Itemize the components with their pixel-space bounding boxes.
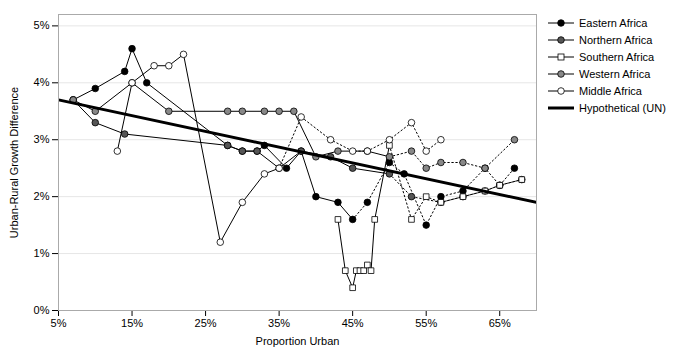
html-text:Eastern Africa: Eastern Africa <box>579 16 648 29</box>
svg-text:Urban-Rural Growth Difference: Urban-Rural Growth Difference <box>8 87 20 238</box>
svg-text:0%: 0% <box>34 304 50 316</box>
svg-text:2%: 2% <box>34 190 50 202</box>
svg-text:15%: 15% <box>121 317 143 329</box>
svg-text:4%: 4% <box>34 76 50 88</box>
svg-text:3%: 3% <box>34 133 50 145</box>
svg-text:1%: 1% <box>34 247 50 259</box>
html-text:Hypothetical (UN): Hypothetical (UN) <box>579 101 666 114</box>
html-text:Northern Africa: Northern Africa <box>579 33 653 46</box>
html-text:Southern Africa: Southern Africa <box>579 50 655 63</box>
svg-text:65%: 65% <box>489 317 511 329</box>
svg-text:Proportion Urban: Proportion Urban <box>256 335 340 347</box>
svg-text:5%: 5% <box>51 317 67 329</box>
svg-text:55%: 55% <box>415 317 437 329</box>
html-text:Western Africa: Western Africa <box>579 67 651 80</box>
svg-text:45%: 45% <box>342 317 364 329</box>
svg-text:35%: 35% <box>268 317 290 329</box>
svg-text:25%: 25% <box>195 317 217 329</box>
html-text:Middle Africa: Middle Africa <box>579 84 642 97</box>
svg-text:5%: 5% <box>34 19 50 31</box>
